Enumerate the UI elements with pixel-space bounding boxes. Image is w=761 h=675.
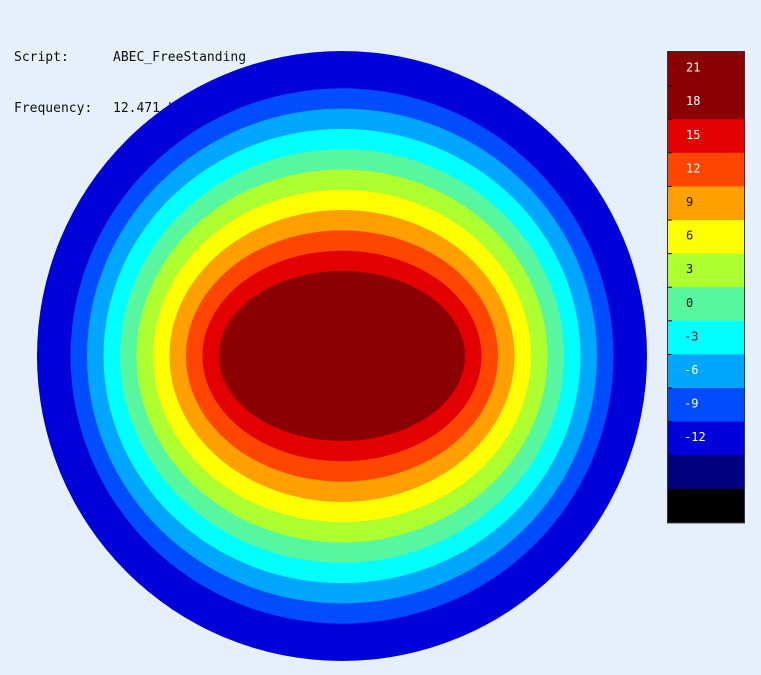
color-scale-label: 9 — [686, 195, 693, 209]
color-scale-band — [668, 186, 744, 221]
color-scale-band — [668, 320, 744, 355]
color-scale-band — [668, 421, 744, 456]
color-scale-band — [668, 85, 744, 120]
color-scale-band — [668, 52, 744, 87]
script-label: Script: — [14, 50, 69, 65]
color-scale-label: 3 — [686, 262, 693, 276]
color-scale-band — [668, 220, 744, 255]
color-scale-label: 12 — [686, 161, 700, 175]
color-scale-label: -3 — [684, 329, 698, 343]
color-scale-band — [668, 455, 744, 490]
color-scale-band — [668, 152, 744, 187]
color-scale-label: 6 — [686, 229, 693, 243]
frequency-label: Frequency: — [14, 101, 93, 116]
color-scale-band — [668, 253, 744, 288]
color-scale-band — [668, 119, 744, 154]
color-scale-band — [668, 354, 744, 389]
plot-info: Script: ABEC_FreeStanding Frequency: 12.… — [14, 15, 246, 134]
contour-map — [37, 51, 647, 661]
color-scale-label: 15 — [686, 128, 700, 142]
color-scale-band — [668, 287, 744, 322]
script-value: ABEC_FreeStanding — [113, 50, 247, 65]
color-scale: 21 18 15 12 9 6 3 0 -3 -6 -9 -12 — [667, 51, 745, 524]
color-scale-label: -9 — [684, 397, 698, 411]
contour-band-18 — [219, 271, 465, 441]
color-scale-label: 18 — [686, 94, 700, 108]
color-scale-label: 21 — [686, 61, 700, 75]
color-scale-frame — [667, 51, 745, 524]
color-scale-band — [668, 388, 744, 423]
script-row: Script: ABEC_FreeStanding — [14, 49, 246, 66]
color-scale-label: -6 — [684, 363, 698, 377]
color-scale-band — [668, 488, 744, 523]
color-scale-label: -12 — [684, 430, 706, 444]
color-scale-label: 0 — [686, 296, 693, 310]
frequency-row: Frequency: 12.471 kHz — [14, 100, 246, 117]
